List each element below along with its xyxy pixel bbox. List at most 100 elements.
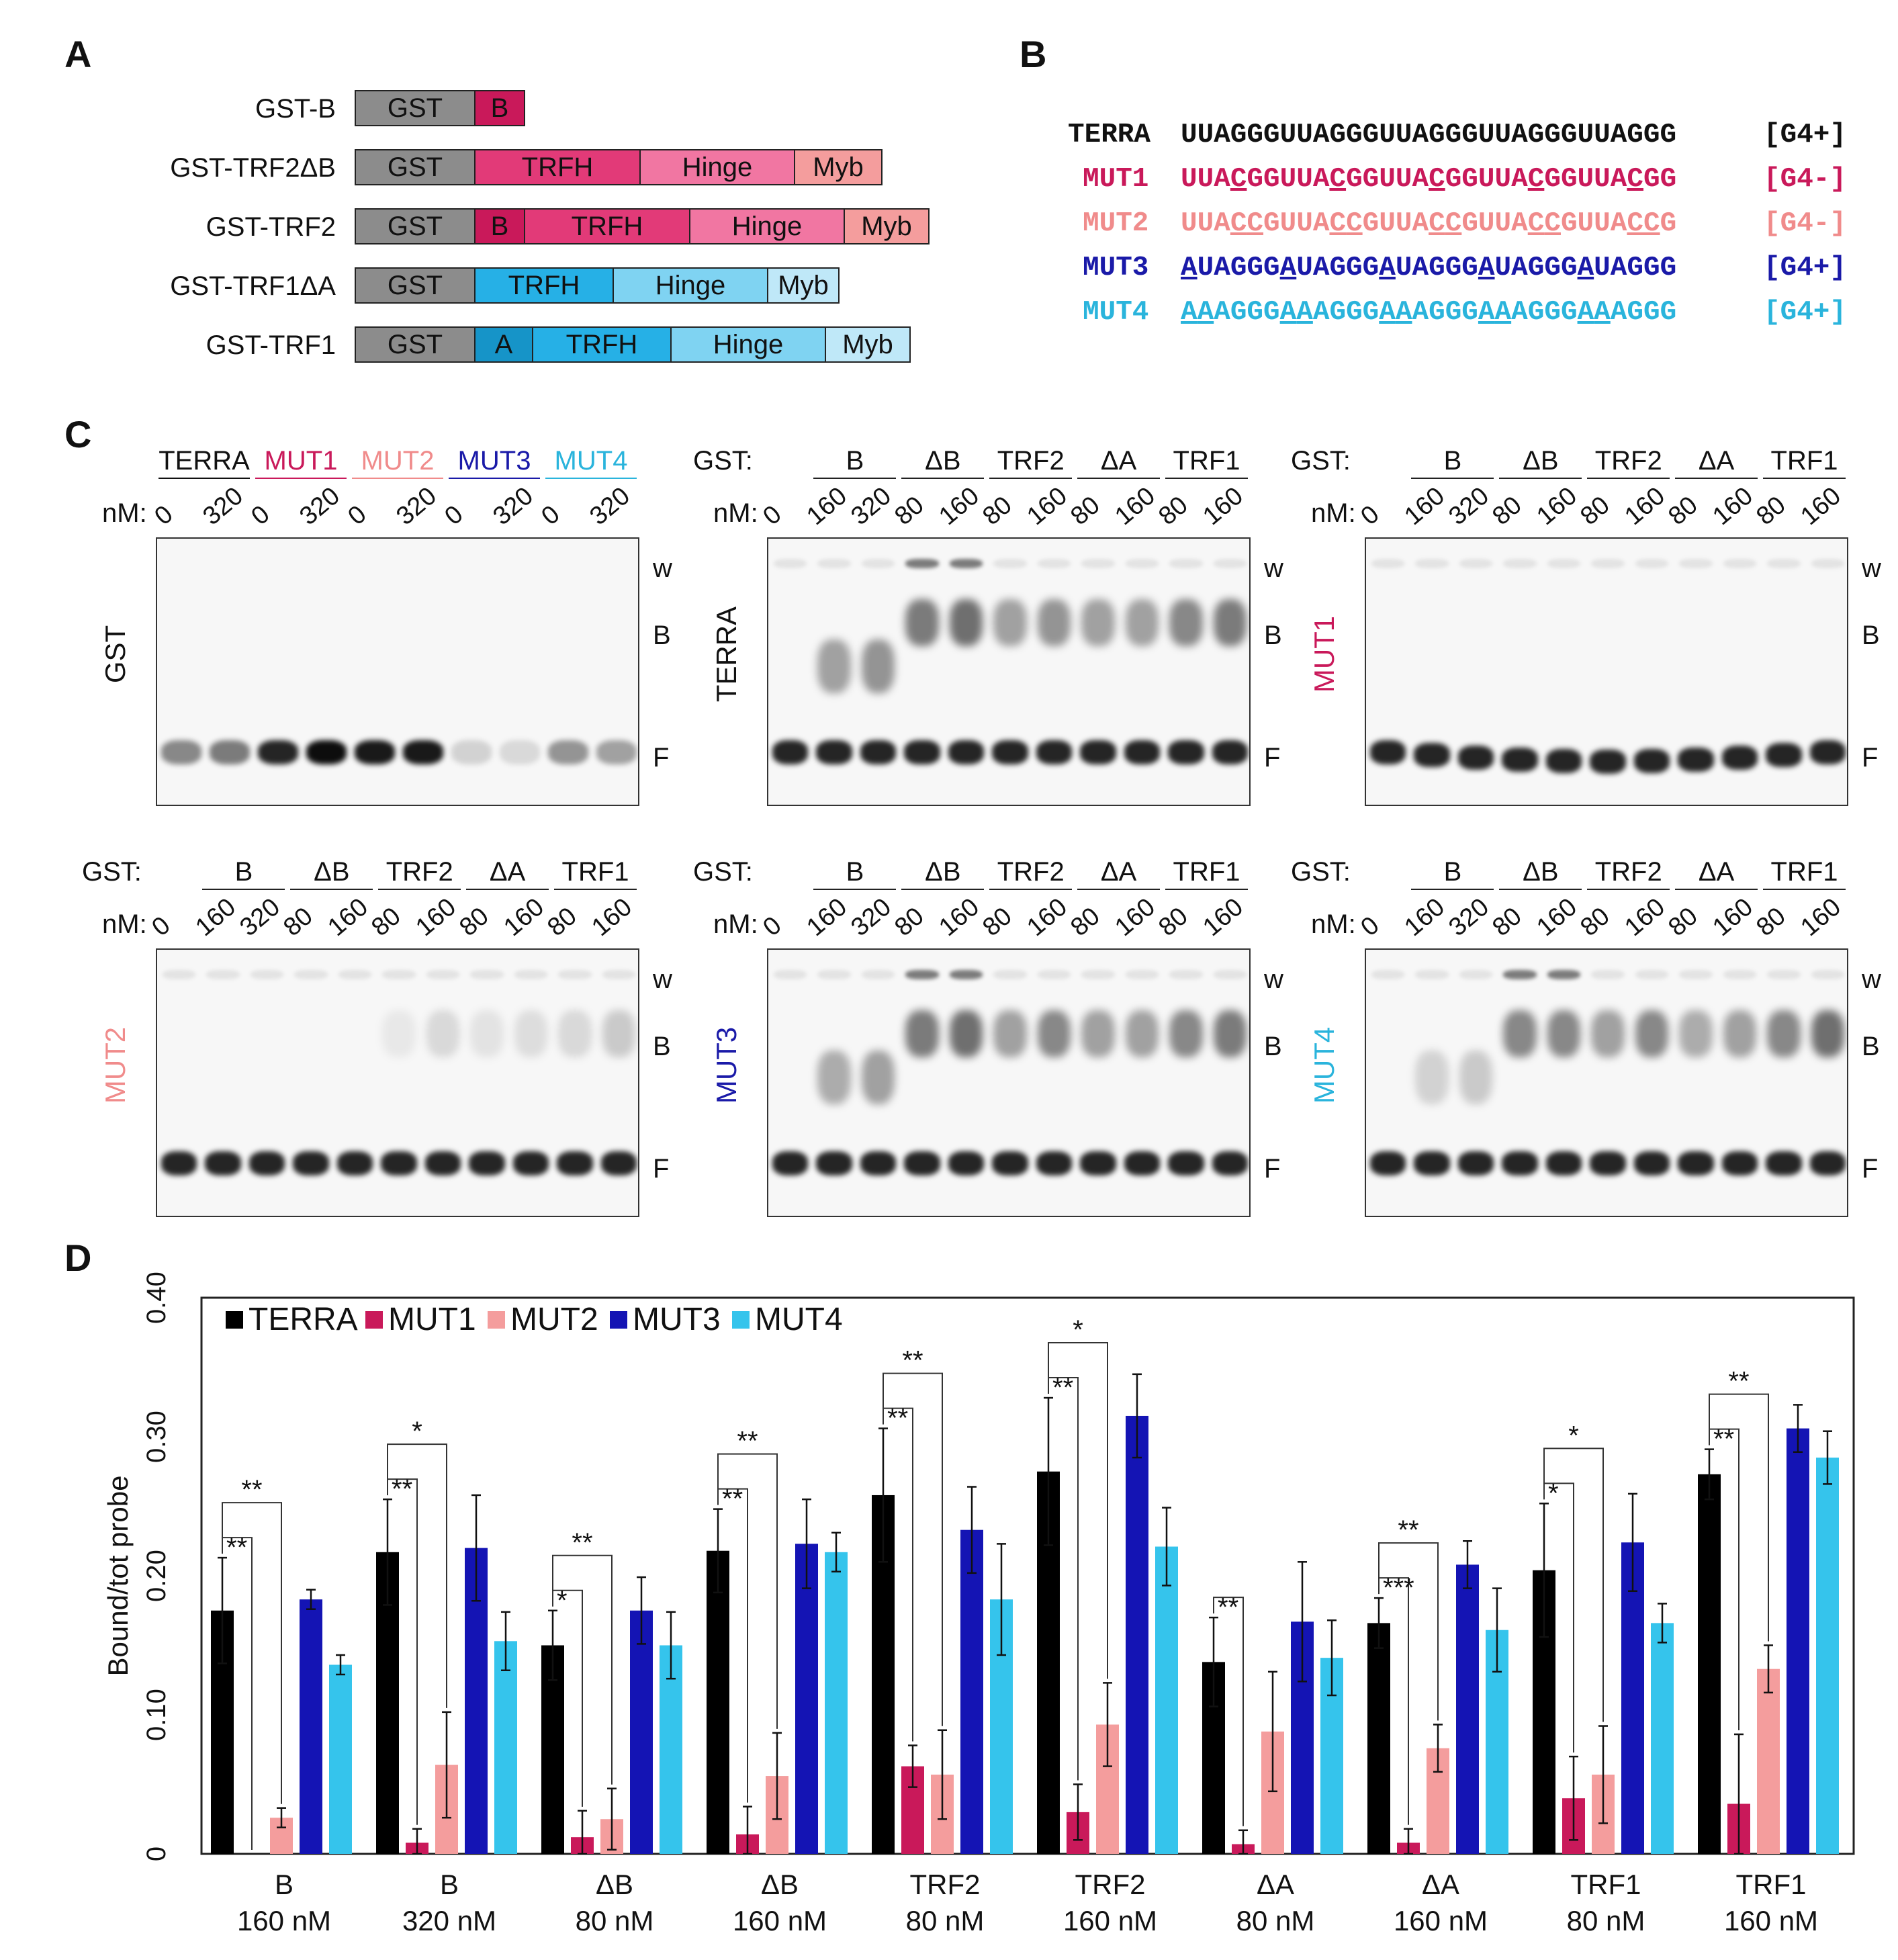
bar xyxy=(494,1641,517,1854)
gel-image xyxy=(767,537,1251,806)
band-free xyxy=(1370,740,1406,764)
band-free xyxy=(1721,746,1758,770)
legend-label: MUT4 xyxy=(755,1302,843,1337)
band-label: F xyxy=(1862,1154,1879,1184)
sequence: AUAGGGAUAGGGAUAGGGAUAGGGAUAGGG xyxy=(1181,253,1677,283)
band-free xyxy=(1545,749,1582,773)
band-free xyxy=(1168,740,1204,764)
protein-group-header: ΔB xyxy=(290,857,373,890)
probe-label: TERRA xyxy=(711,606,742,703)
band-well xyxy=(1767,559,1801,568)
band-bound xyxy=(514,1010,548,1057)
significance-bracket xyxy=(717,1488,748,1803)
band-free xyxy=(1080,740,1116,764)
band-free xyxy=(904,1151,940,1175)
sequence-row: MUT4 AAAGGGAAAGGGAAAGGGAAAGGGAAAGGG [G4+] xyxy=(1068,297,1846,328)
conc-label: 160 xyxy=(1619,893,1670,942)
probe-group-header: MUT4 xyxy=(545,446,637,479)
conc-label: 160 xyxy=(1531,893,1582,942)
band-label: B xyxy=(653,621,671,650)
band-well xyxy=(1037,970,1071,979)
band-free xyxy=(548,740,588,764)
band-well xyxy=(602,970,635,979)
protein-group-header: TRF1 xyxy=(1165,857,1248,890)
x-tick-label: B xyxy=(275,1869,293,1900)
legend-label: MUT2 xyxy=(510,1302,598,1337)
band-free xyxy=(469,1151,505,1175)
band-well xyxy=(1371,559,1405,568)
probe-group-header: MUT3 xyxy=(449,446,540,479)
conc-label: 80 xyxy=(889,490,930,531)
band-well xyxy=(163,970,196,979)
conc-label: 160 xyxy=(1197,893,1249,942)
nm-label: nM: xyxy=(102,498,147,528)
bar xyxy=(1621,1542,1644,1854)
sequence-row: TERRA UUAGGGUUAGGGUUAGGGUUAGGGUUAGGG [G4+] xyxy=(1068,120,1846,150)
conc-label: 160 xyxy=(934,482,985,531)
x-tick-label: TRF2 xyxy=(910,1869,981,1900)
band-well xyxy=(774,559,807,568)
sequence-row: MUT3 AUAGGGAUAGGGAUAGGGAUAGGGAUAGGG [G4+] xyxy=(1068,253,1846,283)
plot-frame xyxy=(200,1296,1855,1855)
band-well xyxy=(1635,970,1669,979)
band-well xyxy=(1081,559,1115,568)
conc-label: 0 xyxy=(758,911,787,942)
sequence-name: TERRA xyxy=(1068,120,1151,150)
x-tick-label: 160 nM xyxy=(1724,1905,1818,1936)
band-bound xyxy=(1415,1051,1449,1104)
x-tick-label: ΔA xyxy=(1257,1869,1294,1900)
band-free xyxy=(1633,1151,1670,1175)
band-free xyxy=(904,740,940,764)
band-bound xyxy=(905,599,939,646)
band-free xyxy=(1457,1151,1494,1175)
significance-stars: ** xyxy=(722,1484,743,1514)
domain-box: GST xyxy=(355,208,476,244)
significance-stars: ** xyxy=(572,1528,592,1558)
conc-label: 320 xyxy=(1443,482,1494,531)
band-bound xyxy=(817,1051,851,1104)
conc-label: 320 xyxy=(234,893,285,942)
g4-tag: [G4+] xyxy=(1764,297,1847,328)
significance-bracket xyxy=(883,1407,913,1742)
band-well xyxy=(1213,559,1247,568)
x-tick-label: 320 nM xyxy=(402,1905,496,1936)
nm-label: nM: xyxy=(1311,498,1356,528)
bar xyxy=(329,1664,352,1854)
band-well xyxy=(905,559,939,568)
domain-box: GST xyxy=(355,149,476,185)
bar xyxy=(1367,1623,1390,1854)
band-free xyxy=(772,740,809,764)
conc-label: 80 xyxy=(1575,901,1616,942)
conc-label: 0 xyxy=(146,911,176,942)
conc-label: 320 xyxy=(391,482,442,531)
g4-tag: [G4-] xyxy=(1764,164,1847,195)
probe-label: MUT2 xyxy=(99,1026,131,1104)
band-bound xyxy=(1037,1010,1071,1057)
band-bound xyxy=(1679,1010,1713,1057)
domain-box: A xyxy=(474,326,533,363)
band-free xyxy=(1809,740,1846,764)
band-free xyxy=(948,1151,985,1175)
band-free xyxy=(306,740,347,764)
protein-group-header: ΔA xyxy=(1077,446,1161,479)
band-bound xyxy=(861,639,895,693)
band-bound xyxy=(1723,1010,1757,1057)
band-bound xyxy=(1767,1010,1801,1057)
bar xyxy=(1698,1474,1721,1854)
conc-label: 0 xyxy=(1355,911,1385,942)
conc-label: 0 xyxy=(1355,500,1385,531)
protein-group-header: TRF2 xyxy=(378,857,461,890)
x-tick-label: B xyxy=(440,1869,459,1900)
x-tick-label: 160 nM xyxy=(1063,1905,1157,1936)
probe-group-header: MUT1 xyxy=(255,446,347,479)
protein-group-header: B xyxy=(1411,857,1494,890)
conc-label: 160 xyxy=(1022,482,1073,531)
bar xyxy=(1651,1623,1674,1854)
band-well xyxy=(1767,970,1801,979)
band-well xyxy=(1547,970,1581,979)
significance-bracket xyxy=(387,1478,418,1825)
conc-label: 160 xyxy=(1399,893,1451,942)
band-well xyxy=(817,970,851,979)
band-free xyxy=(1124,1151,1161,1175)
domain-box: TRFH xyxy=(524,208,690,244)
